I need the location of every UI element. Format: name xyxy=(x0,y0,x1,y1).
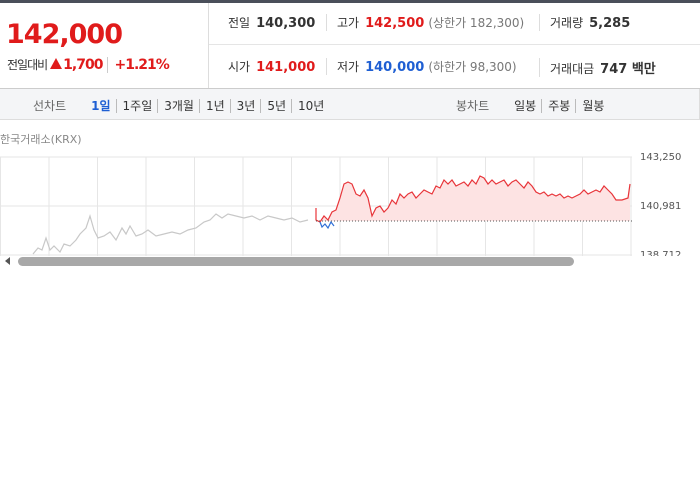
source: 한국거래소(KRX) xyxy=(0,133,82,146)
y-axis: 143,250 140,981 138,712 xyxy=(640,152,681,261)
period-tab[interactable]: 1년 xyxy=(198,99,225,113)
stat: 거래대금 747 백만 xyxy=(539,58,656,77)
change-value: 1,700 xyxy=(63,57,103,73)
y-tick-label: 138,712 xyxy=(640,250,681,261)
history-line xyxy=(32,213,309,255)
period-tab[interactable]: 10년 xyxy=(291,99,325,113)
stat: 저가 140,000 (하한가 98,300) xyxy=(326,58,517,75)
change: 전일대비 1,700 +1.21% xyxy=(7,56,170,73)
candle-chart-label: 봉차트 xyxy=(456,99,490,113)
stat: 고가 142,500 (상한가 182,300) xyxy=(326,14,524,31)
stat-label: 고가 xyxy=(337,16,360,30)
period-tab[interactable]: 3개월 xyxy=(157,99,194,113)
stat-label: 저가 xyxy=(337,60,360,74)
scroll-left[interactable] xyxy=(5,257,10,265)
stat-value: 141,000 xyxy=(256,60,316,75)
stat-note: (하한가 98,300) xyxy=(428,60,517,74)
line-chart-group: 선차트 1일 1주일 3개월 1년 3년 5년 10년 xyxy=(33,97,325,114)
y-tick-label: 140,981 xyxy=(640,201,681,212)
period-tab[interactable]: 3년 xyxy=(229,99,256,113)
period-tab[interactable]: 5년 xyxy=(260,99,287,113)
stat-label: 거래량 xyxy=(550,16,584,30)
stat-value: 747 백만 xyxy=(600,62,656,77)
quote-box: 142,000 전일대비 1,700 +1.21% xyxy=(0,3,209,88)
candle-chart-group: 봉차트 일봉 주봉 월봉 xyxy=(456,97,605,114)
stat-value: 140,000 xyxy=(365,60,425,75)
area xyxy=(316,176,630,222)
stat-value: 5,285 xyxy=(589,16,631,31)
stat-note: (상한가 182,300) xyxy=(428,16,525,30)
change-rate: +1.21% xyxy=(107,57,170,73)
period-tab[interactable]: 1주일 xyxy=(115,99,153,113)
stat-value: 142,500 xyxy=(365,16,425,31)
toolbar: 선차트 1일 1주일 3개월 1년 3년 5년 10년 봉차트 일봉 주봉 월봉 xyxy=(0,89,700,120)
chart: 143,250 140,981 138,712 xyxy=(0,152,700,270)
price: 142,000 xyxy=(6,19,123,50)
candle-tab[interactable]: 월봉 xyxy=(575,99,605,113)
change-label: 전일대비 xyxy=(7,58,48,72)
y-tick-label: 143,250 xyxy=(640,152,681,163)
stat-label: 시가 xyxy=(228,60,251,74)
stat-label: 거래대금 xyxy=(550,62,595,76)
divider xyxy=(209,44,700,45)
stat: 거래량 5,285 xyxy=(539,14,630,31)
stat: 시가 141,000 xyxy=(228,58,315,75)
period-tab[interactable]: 1일 xyxy=(91,99,111,113)
price-line xyxy=(315,175,631,223)
up-icon xyxy=(50,58,63,69)
candle-tab[interactable]: 주봉 xyxy=(541,99,571,113)
divider xyxy=(0,88,700,89)
top-bar xyxy=(0,0,700,3)
stat: 전일 140,300 xyxy=(228,14,315,31)
stat-value: 140,300 xyxy=(256,16,316,31)
line-chart-label: 선차트 xyxy=(33,99,67,113)
stat-label: 전일 xyxy=(228,16,251,30)
low-line xyxy=(319,220,335,230)
scroll-thumb[interactable] xyxy=(18,257,574,266)
periods: 1일 1주일 3개월 1년 3년 5년 10년 xyxy=(80,99,325,113)
periods: 일봉 주봉 월봉 xyxy=(503,99,605,113)
candle-tab[interactable]: 일봉 xyxy=(514,99,537,113)
